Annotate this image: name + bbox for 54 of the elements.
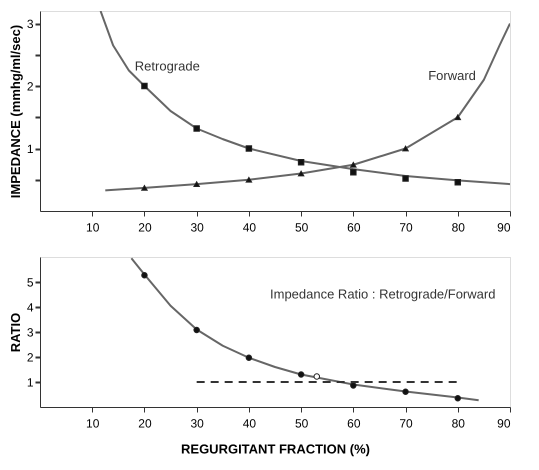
point — [350, 162, 357, 168]
x-tick-label: 90 — [497, 416, 511, 430]
x-tick-label: 20 — [138, 416, 152, 430]
point — [141, 82, 148, 90]
y-tick-label: 3 — [26, 17, 34, 31]
annotation: Impedance Ratio : Retrograde/Forward — [270, 286, 496, 302]
x-tick-label: 60 — [347, 220, 361, 234]
point — [246, 176, 252, 183]
x-tick-label: 30 — [190, 416, 204, 430]
y-axis-title: RATIO — [8, 312, 23, 352]
y-tick-label: 1 — [26, 376, 34, 390]
point — [246, 354, 252, 361]
y-tick-label: 5 — [26, 276, 34, 290]
x-tick-label: 10 — [86, 220, 100, 234]
x-tick-label: 50 — [294, 220, 309, 234]
point — [298, 159, 304, 166]
point — [141, 272, 148, 278]
point — [246, 145, 252, 152]
point — [454, 179, 462, 186]
point — [314, 373, 320, 380]
x-tick-label: 60 — [347, 416, 361, 430]
point — [402, 175, 409, 182]
point — [350, 382, 357, 389]
x-tick-label: 80 — [452, 220, 466, 234]
x-tick-label: 30 — [190, 220, 204, 234]
point — [298, 170, 304, 176]
y-tick-label: 3 — [26, 326, 34, 340]
series-label: Retrograde — [134, 58, 200, 74]
point — [298, 371, 304, 378]
point — [350, 169, 357, 176]
y-axis-title: IMPEDANCE (mmhg/ml/sec) — [8, 24, 23, 198]
point — [402, 388, 409, 395]
point — [193, 125, 200, 132]
point — [454, 395, 462, 402]
y-tick-label: 1 — [26, 142, 34, 156]
x-tick-label: 20 — [138, 220, 152, 234]
x-tick-label: 90 — [497, 220, 511, 234]
x-tick-label: 80 — [452, 416, 466, 430]
x-tick-label: 70 — [399, 220, 414, 234]
x-tick-label: 40 — [242, 220, 256, 234]
x-tick-label: 70 — [399, 416, 414, 430]
series-label: Forward — [428, 68, 476, 83]
point — [193, 181, 200, 187]
y-tick-label: 2 — [26, 350, 34, 364]
point — [454, 114, 462, 120]
point — [402, 146, 409, 152]
point — [141, 185, 148, 191]
x-axis-title: REGURGITANT FRACTION (%) — [181, 442, 370, 456]
x-tick-label: 10 — [86, 416, 100, 430]
point — [193, 326, 200, 334]
x-tick-label: 50 — [294, 416, 309, 430]
y-tick-label: 4 — [26, 300, 34, 314]
y-tick-label: 2 — [26, 80, 34, 94]
x-tick-label: 40 — [242, 416, 256, 430]
